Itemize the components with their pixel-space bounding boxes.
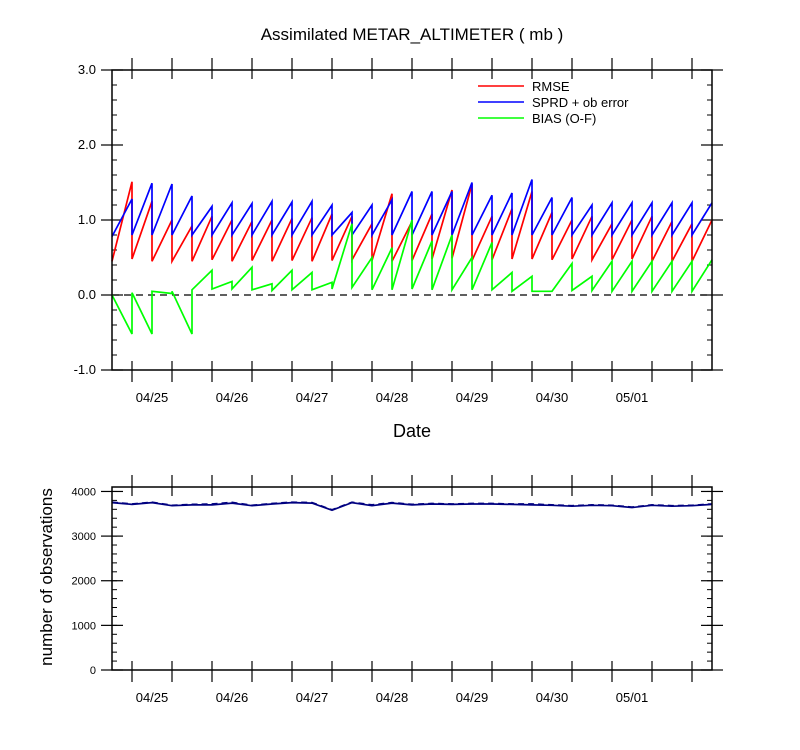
x-tick-label: 05/01 [616, 390, 649, 405]
legend-sprd-label: SPRD + ob error [532, 95, 629, 110]
y-tick-label: 1.0 [78, 212, 96, 227]
bottom-plot-area: 0 1000 2000 3000 4000 04/25 04/26 04/27 04/28 04/… [72, 475, 723, 705]
x-tick-label: 04/30 [536, 690, 569, 705]
bottom-y-axis-label: number of observations [37, 488, 56, 666]
y-tick-label: 3.0 [78, 62, 96, 77]
x-tick-label: 04/25 [136, 690, 169, 705]
y-tick-label: 0.0 [78, 287, 96, 302]
x-tick-label: 04/28 [376, 690, 409, 705]
x-tick-label: 04/26 [216, 690, 249, 705]
series-line-1 [111, 501, 713, 511]
y-tick-label: -1.0 [74, 362, 96, 377]
y-tick-label: 4000 [72, 486, 96, 498]
top-x-axis-label: Date [393, 421, 431, 441]
bottom-plot-frame [111, 486, 713, 671]
x-tick-label: 04/29 [456, 690, 489, 705]
legend-rmse-label: RMSE [532, 79, 570, 94]
top-plot-area: 3.0 2.0 1.0 0.0 -1.0 04/25 04/26 04/27 04/28 04/2… [74, 58, 723, 405]
x-tick-label: 04/25 [136, 390, 169, 405]
y-tick-label: 3000 [72, 531, 96, 543]
y-tick-label: 1000 [72, 620, 96, 632]
x-tick-label: 05/01 [616, 690, 649, 705]
series-line-bias-o-f [111, 219, 713, 335]
series-line-sprd-ob-error [111, 179, 713, 239]
x-tick-label: 04/27 [296, 390, 329, 405]
y-tick-label: 2.0 [78, 137, 96, 152]
legend-bias-label: BIAS (O-F) [532, 111, 596, 126]
y-tick-label: 2000 [72, 576, 96, 588]
y-tick-label: 0 [90, 665, 96, 677]
x-tick-label: 04/29 [456, 390, 489, 405]
top-plot-frame [111, 69, 713, 371]
chart-title: Assimilated METAR_ALTIMETER ( mb ) [261, 25, 564, 44]
x-tick-label: 04/26 [216, 390, 249, 405]
x-tick-label: 04/28 [376, 390, 409, 405]
legend: RMSE SPRD + ob error BIAS (O-F) [478, 79, 629, 126]
x-tick-label: 04/27 [296, 690, 329, 705]
x-tick-label: 04/30 [536, 390, 569, 405]
